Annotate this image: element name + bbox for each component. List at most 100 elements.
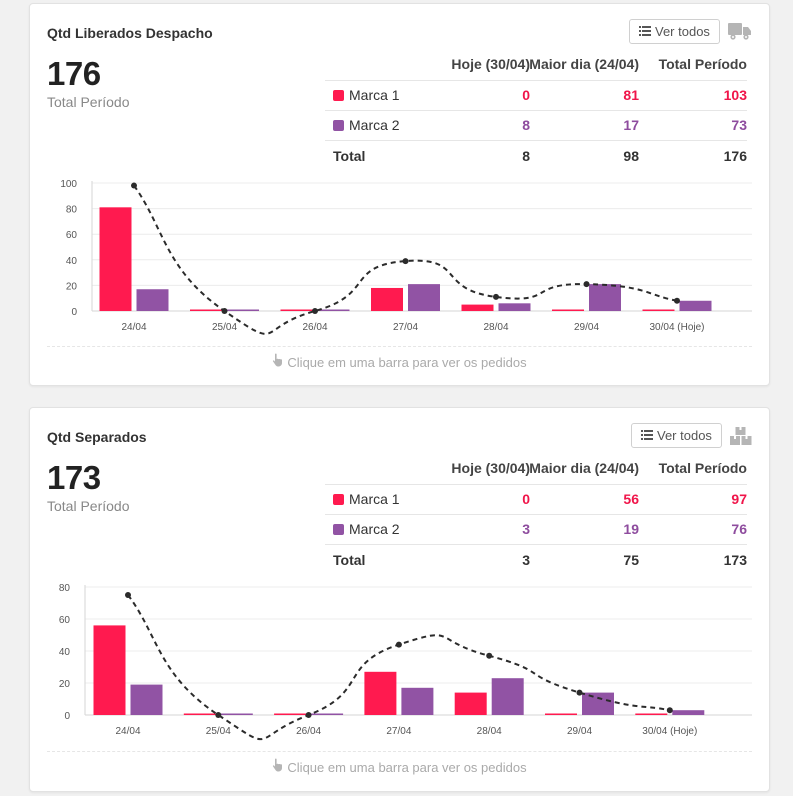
total-label: Total Período	[47, 94, 130, 110]
bar-chart: 0 20 40 60 80 24/04 25/04 26/04 27/04 28/04 29/04 3…	[59, 583, 752, 741]
row-label: Marca 1	[333, 485, 400, 514]
bar-marca-1[interactable]	[552, 309, 584, 312]
trend-point	[402, 258, 409, 265]
ver-todos-button[interactable]: Ver todos	[631, 423, 722, 448]
bar-marca-2[interactable]	[582, 692, 614, 715]
y-tick-label: 100	[60, 179, 77, 190]
bar-marca-2[interactable]	[136, 289, 169, 311]
list-icon	[639, 24, 651, 39]
card-title: Qtd Liberados Despacho	[47, 25, 213, 41]
table-header: Hoje (30/04) Maior dia (24/04) Total Per…	[325, 49, 747, 81]
bar-marca-2[interactable]	[498, 303, 531, 311]
x-tick-label: 25/04	[212, 322, 237, 333]
col-hoje: Hoje (30/04)	[451, 460, 530, 476]
bar-marca-2[interactable]	[679, 300, 712, 311]
cell-value: 73	[731, 117, 747, 133]
bar-marca-1[interactable]	[183, 713, 216, 716]
bar-chart: 0 20 40 60 80 100 24/04 25/04 26/04 27/04 28/04 29/…	[60, 179, 752, 335]
ver-todos-button[interactable]: Ver todos	[629, 19, 720, 44]
bar-marca-2[interactable]	[220, 713, 253, 716]
cell-value: 56	[623, 491, 639, 507]
marca2-swatch	[333, 120, 344, 131]
bar-marca-2[interactable]	[317, 309, 350, 312]
cell-value: 8	[522, 148, 530, 164]
x-tick-label: 28/04	[483, 322, 508, 333]
bar-marca-2[interactable]	[491, 678, 524, 715]
list-icon	[641, 428, 653, 443]
bar-marca-2[interactable]	[408, 284, 440, 311]
cell-value: 98	[623, 148, 639, 164]
trend-point	[312, 308, 318, 314]
bar-marca-1[interactable]	[274, 713, 307, 716]
y-tick-label: 20	[66, 281, 78, 292]
x-tick-label: 29/04	[567, 726, 592, 737]
bar-marca-2[interactable]	[130, 684, 163, 715]
trend-point	[215, 712, 222, 718]
separados-card: Qtd Separados Ver todos 173 Total Períod…	[29, 407, 770, 792]
table-row: Marca 2 3 19 76	[325, 515, 747, 545]
liberados-despacho-card: Qtd Liberados Despacho Ver todos 176 Tot…	[29, 3, 770, 386]
summary-table: Hoje (30/04) Maior dia (24/04) Total Per…	[325, 453, 747, 576]
bar-marca-1[interactable]	[364, 671, 397, 715]
x-tick-label: 30/04 (Hoje)	[642, 726, 697, 737]
bar-marca-1[interactable]	[461, 304, 494, 311]
chart-hint: Clique em uma barra para ver os pedidos	[47, 751, 752, 775]
y-tick-label: 60	[66, 230, 78, 241]
marca1-swatch	[333, 494, 344, 505]
bar-marca-1[interactable]	[642, 309, 675, 312]
bar-marca-2[interactable]	[672, 710, 705, 715]
x-tick-label: 26/04	[296, 726, 321, 737]
trend-point	[305, 712, 312, 718]
ver-todos-label: Ver todos	[657, 428, 712, 443]
x-tick-label: 30/04 (Hoje)	[649, 322, 704, 333]
bar-marca-2[interactable]	[311, 713, 344, 716]
cell-value: 0	[522, 491, 530, 507]
trend-point	[666, 707, 673, 714]
total-row-label: Total	[333, 552, 366, 568]
bar-marca-1[interactable]	[99, 207, 132, 311]
trend-point	[674, 297, 680, 304]
y-tick-label: 40	[59, 647, 71, 658]
total-row-label: Total	[333, 148, 366, 164]
x-tick-label: 26/04	[302, 322, 327, 333]
bar-marca-1[interactable]	[280, 309, 313, 312]
bar-marca-1[interactable]	[371, 287, 403, 311]
cell-value: 3	[522, 552, 530, 568]
marca2-label: Marca 2	[349, 521, 400, 537]
marca1-label: Marca 1	[349, 87, 400, 103]
x-tick-label: 24/04	[115, 726, 140, 737]
boxes-icon	[730, 426, 752, 451]
cell-value: 0	[522, 87, 530, 103]
cell-value: 17	[623, 117, 639, 133]
bar-marca-1[interactable]	[93, 625, 126, 715]
trend-point	[576, 689, 583, 696]
bar-marca-1[interactable]	[545, 713, 577, 716]
trend-point	[486, 652, 493, 659]
hand-pointer-icon	[272, 758, 284, 775]
trend-point	[131, 182, 137, 189]
y-tick-label: 0	[71, 307, 77, 318]
cell-value: 8	[522, 117, 530, 133]
col-maior-dia: Maior dia (24/04)	[529, 460, 639, 476]
bar-marca-2[interactable]	[401, 687, 434, 715]
bar-marca-2[interactable]	[589, 284, 621, 311]
table-total-row: Total 8 98 176	[325, 141, 747, 172]
bar-marca-1[interactable]	[635, 713, 668, 716]
row-label: Marca 2	[333, 515, 400, 544]
trend-point	[221, 308, 228, 314]
col-maior-dia: Maior dia (24/04)	[529, 56, 639, 72]
summary-table: Hoje (30/04) Maior dia (24/04) Total Per…	[325, 49, 747, 172]
bar-marca-1[interactable]	[190, 309, 222, 312]
marca2-swatch	[333, 524, 344, 535]
table-total-row: Total 3 75 173	[325, 545, 747, 576]
bar-marca-2[interactable]	[227, 309, 259, 312]
bar-marca-1[interactable]	[454, 692, 487, 715]
row-label: Marca 1	[333, 81, 400, 110]
table-row: Marca 2 8 17 73	[325, 111, 747, 141]
col-hoje: Hoje (30/04)	[451, 56, 530, 72]
x-tick-label: 25/04	[206, 726, 231, 737]
trend-point	[493, 293, 499, 300]
x-tick-label: 29/04	[574, 322, 599, 333]
col-total-periodo: Total Período	[658, 56, 747, 72]
cell-value: 81	[623, 87, 639, 103]
